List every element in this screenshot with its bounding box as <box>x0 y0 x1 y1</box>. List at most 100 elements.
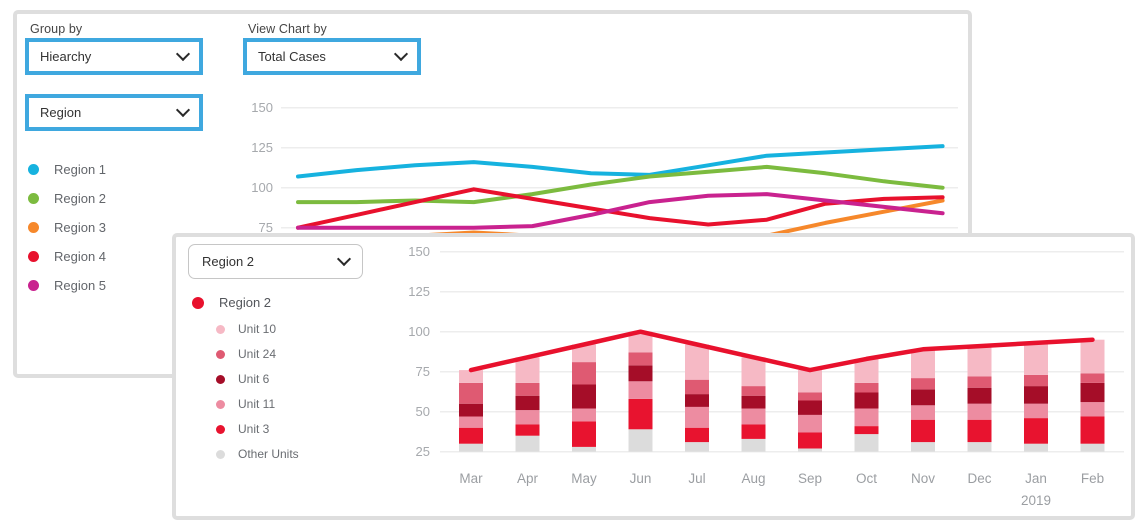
bar-segment-unit-10 <box>854 358 879 383</box>
bar-segment-unit-11 <box>741 408 766 425</box>
bar-segment-unit-10 <box>798 370 822 393</box>
chevron-down-icon <box>336 251 352 267</box>
legend-dot-icon <box>192 296 204 309</box>
legend-label: Unit 10 <box>238 322 277 336</box>
bar-segment-other-units <box>798 448 822 452</box>
bar-segment-unit-24 <box>1080 373 1105 383</box>
view-chart-by-label: View Chart by <box>248 22 327 36</box>
hierarchy-level-value: Region <box>40 105 82 120</box>
year-label: 2019 <box>1021 493 1051 508</box>
chevron-down-icon <box>175 102 191 118</box>
y-axis-tick: 125 <box>408 284 430 299</box>
bar-segment-unit-11 <box>798 414 822 433</box>
bar-segment-unit-10 <box>1024 342 1048 375</box>
bar-segment-unit-6 <box>628 365 653 382</box>
bar-segment-unit-11 <box>459 416 483 428</box>
bar-segment-unit-6 <box>741 395 766 409</box>
legend-dot-icon <box>28 251 39 262</box>
chevron-down-icon <box>175 46 191 62</box>
bar-segment-unit-6 <box>459 403 483 417</box>
bar-segment-unit-6 <box>911 389 935 406</box>
legend-item-unit-24: Unit 24 <box>216 347 299 361</box>
y-axis-tick: 50 <box>416 404 430 419</box>
legend-item-region-2: Region 2 <box>192 295 299 310</box>
bar-segment-other-units <box>1080 443 1105 452</box>
bar-segment-unit-3 <box>967 419 992 443</box>
x-axis-tick: Jul <box>688 471 705 486</box>
legend-item-region-3: Region 3 <box>28 220 106 235</box>
series-line-region-5 <box>296 192 945 230</box>
bar-segment-unit-10 <box>1080 339 1105 374</box>
bar-segment-unit-6 <box>685 394 709 407</box>
bar-segment-unit-11 <box>967 403 992 420</box>
x-axis-tick: Jun <box>630 471 652 486</box>
y-axis-tick: 75 <box>259 220 273 235</box>
y-axis-tick: 100 <box>251 180 273 195</box>
bar-segment-unit-11 <box>572 408 596 422</box>
bar-segment-unit-3 <box>515 424 540 436</box>
region-dropdown[interactable]: Region 2 <box>188 244 363 279</box>
legend-label: Unit 3 <box>238 422 270 436</box>
legend-dot-icon <box>28 280 39 291</box>
x-axis-tick: Nov <box>911 471 935 486</box>
bar-segment-other-units <box>967 442 992 452</box>
bar-segment-unit-3 <box>798 432 822 449</box>
legend-label: Region 2 <box>219 295 272 310</box>
bar-segment-unit-3 <box>1080 416 1105 444</box>
hierarchy-level-dropdown[interactable]: Region <box>25 94 203 131</box>
region-dropdown-value: Region 2 <box>202 254 255 269</box>
bar-segment-other-units <box>685 442 709 452</box>
legend-label: Region 3 <box>54 220 107 235</box>
bar-segment-unit-24 <box>1024 374 1048 387</box>
x-axis-tick: May <box>571 471 597 486</box>
bar-segment-unit-3 <box>1024 418 1048 444</box>
legend-item-region-1: Region 1 <box>28 162 106 177</box>
legend-label: Unit 11 <box>238 397 276 411</box>
bar-segment-unit-24 <box>854 382 879 393</box>
legend-dot-icon <box>28 193 39 204</box>
bar-segment-unit-10 <box>911 349 935 379</box>
bar-segment-other-units <box>1024 443 1048 452</box>
bar-segment-unit-11 <box>854 408 879 427</box>
legend-label: Region 1 <box>54 162 107 177</box>
y-axis-tick: 25 <box>416 444 430 459</box>
bar-segment-unit-6 <box>515 395 540 411</box>
chevron-down-icon <box>393 46 409 62</box>
bar-segment-unit-11 <box>628 381 653 399</box>
bar-segment-unit-10 <box>628 331 653 353</box>
legend-label: Region 5 <box>54 278 107 293</box>
legend-item-other-units: Other Units <box>216 447 299 461</box>
view-chart-by-value: Total Cases <box>258 49 326 64</box>
bar-segment-unit-24 <box>515 382 540 396</box>
bar-segment-unit-3 <box>572 421 596 447</box>
group-by-dropdown[interactable]: Hiearchy <box>25 38 203 75</box>
view-chart-by-dropdown[interactable]: Total Cases <box>243 38 421 75</box>
bar-segment-unit-24 <box>798 392 822 401</box>
bar-segment-unit-10 <box>515 357 540 383</box>
legend-item-unit-11: Unit 11 <box>216 397 299 411</box>
x-axis-tick: Sep <box>798 471 822 486</box>
overview-legend: Region 1 Region 2 Region 3 Region 4 Region 5 <box>28 162 106 307</box>
bar-segment-unit-6 <box>967 387 992 404</box>
x-axis-tick: Aug <box>741 471 765 486</box>
bar-segment-unit-11 <box>1080 402 1105 417</box>
bar-segment-other-units <box>515 435 540 452</box>
bar-segment-unit-3 <box>741 424 766 439</box>
legend-label: Unit 24 <box>238 347 277 361</box>
bar-segment-unit-24 <box>572 362 596 385</box>
detail-panel: 150 125 100 75 50 25 Mar Apr May Jun Jul Aug Sep Oct N… <box>172 233 1135 520</box>
group-by-label: Group by <box>30 22 83 36</box>
bar-segment-unit-3 <box>911 419 935 443</box>
bar-segment-unit-10 <box>572 344 596 363</box>
legend-item-unit-3: Unit 3 <box>216 422 299 436</box>
series-line-region-1 <box>296 144 945 179</box>
bar-segment-unit-6 <box>1024 386 1048 404</box>
bar-segment-unit-24 <box>741 386 766 396</box>
legend-label: Region 4 <box>54 249 107 264</box>
legend-item-unit-6: Unit 6 <box>216 372 299 386</box>
legend-dot-icon <box>28 164 39 175</box>
bar-segment-unit-6 <box>798 400 822 415</box>
series-line-region-2 <box>468 329 1095 373</box>
legend-label: Other Units <box>238 447 299 461</box>
